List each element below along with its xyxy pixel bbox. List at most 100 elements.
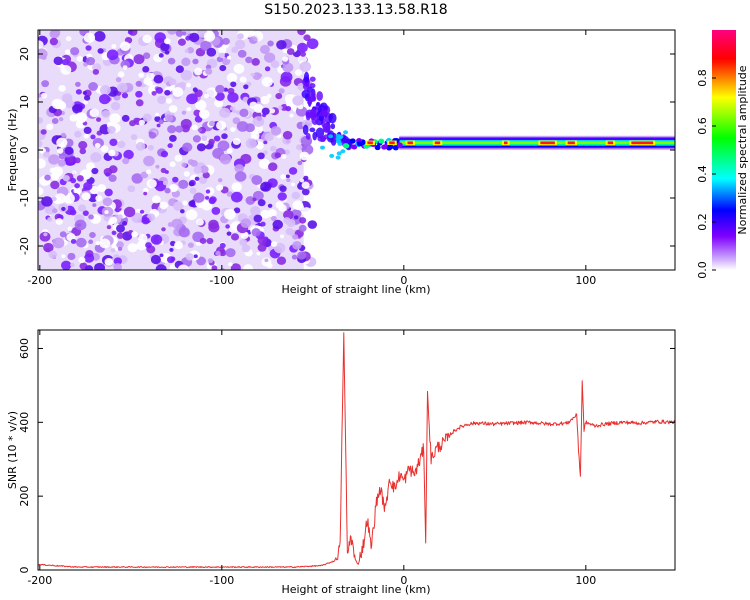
noise-speckle [181, 110, 187, 115]
noise-speckle [270, 60, 280, 69]
noise-speckle [291, 191, 301, 200]
transition-blob [323, 105, 328, 110]
transition-blob [317, 136, 326, 142]
noise-speckle [169, 161, 176, 168]
noise-speckle [181, 162, 187, 168]
noise-speckle [204, 93, 210, 99]
noise-speckle [85, 45, 92, 51]
noise-speckle [38, 93, 42, 98]
noise-speckle [38, 187, 44, 196]
noise-speckle [155, 264, 167, 270]
noise-speckle [285, 105, 292, 112]
noise-speckle [48, 250, 58, 259]
noise-speckle [260, 95, 270, 105]
noise-speckle [240, 231, 249, 239]
noise-speckle [160, 150, 169, 158]
noise-speckle [72, 104, 83, 114]
noise-speckle [233, 63, 245, 74]
noise-speckle [174, 241, 184, 250]
noise-speckle [139, 209, 145, 214]
noise-speckle [49, 167, 56, 174]
transition-blob [319, 110, 328, 117]
noise-speckle [177, 38, 186, 46]
noise-speckle [38, 158, 46, 169]
noise-speckle [99, 93, 111, 105]
noise-speckle [219, 64, 227, 72]
noise-speckle [131, 231, 138, 238]
noise-speckle [196, 218, 204, 226]
noise-speckle [239, 108, 249, 118]
noise-speckle [133, 54, 145, 65]
noise-speckle [85, 56, 96, 66]
noise-speckle [267, 40, 274, 47]
noise-speckle [73, 188, 79, 194]
noise-speckle [230, 233, 240, 241]
noise-speckle [231, 182, 242, 192]
noise-speckle [237, 49, 247, 58]
noise-speckle [207, 258, 214, 264]
noise-speckle [181, 57, 191, 67]
noise-speckle [83, 95, 91, 101]
signal-band-start [378, 138, 385, 144]
noise-speckle [148, 131, 157, 139]
transition-blob [312, 131, 318, 141]
noise-speckle [107, 125, 116, 134]
snr-ytick-label: 0 [18, 567, 31, 574]
noise-speckle [184, 48, 190, 53]
noise-speckle [93, 31, 106, 42]
noise-speckle [65, 36, 72, 42]
colorbar-tick-label: 0.8 [696, 69, 709, 87]
noise-speckle [234, 171, 247, 182]
noise-speckle [211, 206, 221, 215]
noise-speckle [61, 254, 66, 259]
noise-speckle [122, 65, 128, 70]
snr-xtick-label: -100 [209, 574, 234, 587]
colorbar-label: Normalized spectral amplitude [736, 65, 749, 234]
noise-speckle [57, 159, 66, 167]
noise-speckle [82, 90, 87, 95]
noise-speckle [174, 154, 183, 162]
noise-speckle [169, 183, 179, 193]
noise-speckle [51, 118, 59, 125]
noise-speckle [111, 230, 117, 236]
noise-speckle [303, 175, 309, 181]
noise-speckle [127, 243, 138, 253]
noise-speckle [53, 56, 63, 66]
noise-speckle [58, 117, 64, 122]
noise-speckle [280, 154, 287, 160]
noise-speckle [122, 157, 130, 165]
colorbar-tick-label: 0.6 [696, 117, 709, 135]
transition-blob [302, 124, 309, 136]
noise-speckle [224, 208, 236, 220]
noise-speckle [309, 76, 316, 82]
noise-speckle [257, 199, 266, 207]
noise-speckle [127, 30, 133, 35]
transition-blob [307, 100, 313, 105]
noise-speckle [117, 246, 123, 251]
noise-speckle [180, 69, 193, 81]
noise-speckle [155, 164, 160, 169]
noise-speckle [164, 89, 171, 96]
noise-speckle [208, 138, 215, 145]
noise-speckle [157, 95, 167, 105]
noise-speckle [192, 135, 201, 143]
noise-speckle [169, 247, 174, 252]
noise-speckle [130, 134, 138, 141]
noise-speckle [67, 252, 76, 261]
spectrogram-ylabel: Frequency (Hz) [6, 109, 19, 192]
transition-blob [311, 96, 317, 102]
noise-speckle [232, 117, 241, 125]
noise-speckle [292, 95, 304, 106]
noise-speckle [282, 130, 293, 140]
noise-speckle [166, 256, 175, 264]
colorbar-tick-label: 0.4 [696, 165, 709, 183]
noise-speckle [74, 157, 81, 164]
noise-speckle [256, 251, 261, 256]
noise-speckle [164, 38, 171, 45]
noise-speckle [257, 243, 267, 252]
noise-speckle [169, 134, 177, 142]
noise-speckle [230, 127, 236, 132]
transition-cyan [335, 139, 341, 144]
noise-speckle [121, 92, 129, 99]
noise-speckle [112, 90, 118, 95]
